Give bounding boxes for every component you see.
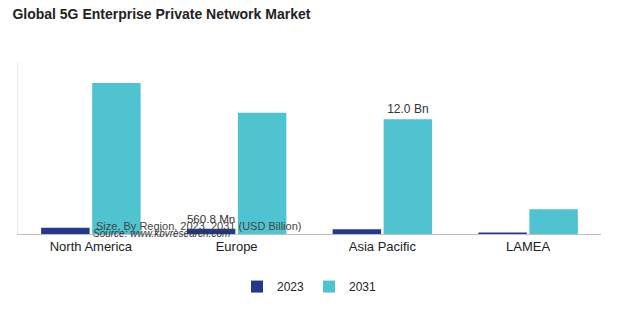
svg-text:LAMEA: LAMEA — [506, 239, 550, 254]
svg-text:Global 5G Enterprise Private N: Global 5G Enterprise Private Network Mar… — [12, 6, 310, 22]
svg-text:2031: 2031 — [349, 280, 376, 294]
svg-text:2023: 2023 — [277, 280, 304, 294]
svg-text:North America: North America — [50, 239, 133, 254]
svg-text:Source: www.kbvresearch.com: Source: www.kbvresearch.com — [93, 228, 230, 239]
svg-text:Europe: Europe — [216, 239, 258, 254]
svg-text:560.8 Mn: 560.8 Mn — [187, 212, 235, 225]
svg-text:Asia Pacific: Asia Pacific — [349, 239, 417, 254]
svg-text:Size, By Region, 2023, 2031 (U: Size, By Region, 2023, 2031 (USD Billion… — [96, 220, 301, 232]
svg-text:12.0 Bn: 12.0 Bn — [387, 102, 428, 116]
